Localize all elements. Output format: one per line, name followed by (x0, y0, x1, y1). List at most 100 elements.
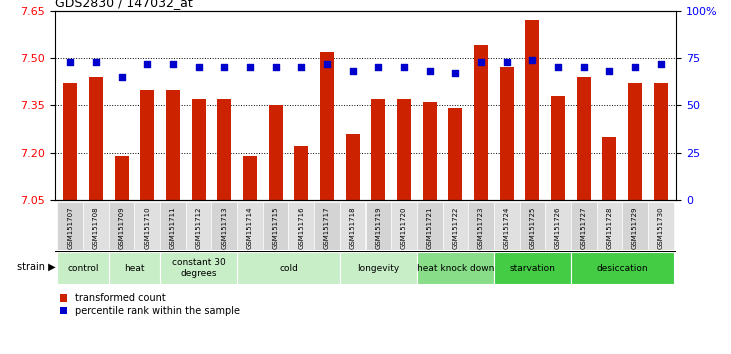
Bar (217, 99, 231, 200)
Bar (596, 202, 622, 250)
Text: GSM151717: GSM151717 (324, 207, 330, 249)
Text: heat knock down: heat knock down (417, 264, 494, 273)
Point (604, 68, 616, 74)
Bar (58, 202, 83, 250)
Text: GSM151720: GSM151720 (401, 207, 407, 249)
Bar (545, 202, 571, 250)
Bar (289, 202, 314, 250)
Text: GSM151709: GSM151709 (118, 207, 124, 249)
Bar (571, 202, 596, 250)
Bar (192, 99, 205, 200)
Text: control: control (67, 264, 99, 273)
Point (64, 59, 76, 64)
Bar (494, 202, 520, 250)
Text: GSM151711: GSM151711 (170, 207, 176, 249)
Text: GSM151712: GSM151712 (196, 207, 202, 249)
Bar (295, 146, 308, 200)
Point (526, 57, 538, 63)
Point (450, 70, 461, 76)
Point (629, 64, 641, 70)
Bar (423, 102, 436, 200)
Point (90, 59, 102, 64)
Text: strain ▶: strain ▶ (18, 262, 56, 272)
Text: heat: heat (124, 264, 145, 273)
Bar (417, 252, 494, 284)
Bar (391, 202, 417, 250)
Point (141, 61, 153, 67)
Bar (571, 252, 673, 284)
Text: GDS2830 / 147032_at: GDS2830 / 147032_at (55, 0, 192, 10)
Bar (628, 83, 642, 200)
Text: cold: cold (279, 264, 298, 273)
Bar (340, 202, 366, 250)
Text: GSM151723: GSM151723 (478, 207, 484, 249)
Text: GSM151708: GSM151708 (93, 207, 99, 249)
Legend: transformed count, percentile rank within the sample: transformed count, percentile rank withi… (60, 293, 240, 316)
Bar (268, 105, 283, 200)
Bar (442, 202, 468, 250)
Text: longevity: longevity (357, 264, 399, 273)
Bar (135, 202, 160, 250)
Bar (314, 202, 340, 250)
Point (295, 64, 307, 70)
Point (167, 61, 179, 67)
Point (270, 64, 281, 70)
Point (578, 64, 590, 70)
Text: GSM151716: GSM151716 (298, 207, 304, 249)
Text: GSM151719: GSM151719 (375, 207, 382, 249)
Text: starvation: starvation (510, 264, 556, 273)
Bar (468, 202, 494, 250)
Point (244, 64, 256, 70)
Bar (89, 77, 103, 200)
Point (346, 68, 358, 74)
Text: GSM151726: GSM151726 (555, 207, 561, 249)
Bar (109, 252, 160, 284)
Bar (237, 202, 263, 250)
Point (219, 64, 230, 70)
Bar (654, 83, 668, 200)
Bar (160, 252, 237, 284)
Bar (417, 202, 442, 250)
Bar (109, 202, 135, 250)
Text: GSM151715: GSM151715 (273, 207, 279, 249)
Text: GSM151721: GSM151721 (427, 207, 433, 249)
Text: GSM151707: GSM151707 (67, 207, 73, 249)
Bar (340, 252, 417, 284)
Text: desiccation: desiccation (596, 264, 648, 273)
Point (115, 74, 127, 80)
Bar (58, 252, 109, 284)
Bar (366, 202, 391, 250)
Bar (243, 156, 257, 200)
Bar (166, 90, 180, 200)
Bar (63, 83, 77, 200)
Bar (648, 202, 673, 250)
Bar (520, 202, 545, 250)
Bar (448, 108, 463, 200)
Text: constant 30
degrees: constant 30 degrees (172, 258, 225, 278)
Point (475, 59, 487, 64)
Bar (577, 77, 591, 200)
Point (552, 64, 564, 70)
Text: GSM151722: GSM151722 (452, 207, 458, 249)
Bar (160, 202, 186, 250)
Text: GSM151718: GSM151718 (349, 207, 356, 249)
Bar (186, 202, 211, 250)
Point (655, 61, 667, 67)
Bar (494, 252, 571, 284)
Point (193, 64, 205, 70)
Bar (320, 52, 334, 200)
Text: GSM151710: GSM151710 (144, 207, 151, 249)
Text: GSM151729: GSM151729 (632, 207, 638, 249)
Bar (551, 96, 565, 200)
Bar (500, 68, 514, 200)
Bar (237, 252, 340, 284)
Point (373, 64, 385, 70)
Point (424, 68, 436, 74)
Text: GSM151724: GSM151724 (504, 207, 510, 249)
Bar (263, 202, 289, 250)
Text: GSM151713: GSM151713 (221, 207, 227, 249)
Bar (115, 156, 129, 200)
Bar (474, 45, 488, 200)
Bar (346, 134, 360, 200)
Point (501, 59, 512, 64)
